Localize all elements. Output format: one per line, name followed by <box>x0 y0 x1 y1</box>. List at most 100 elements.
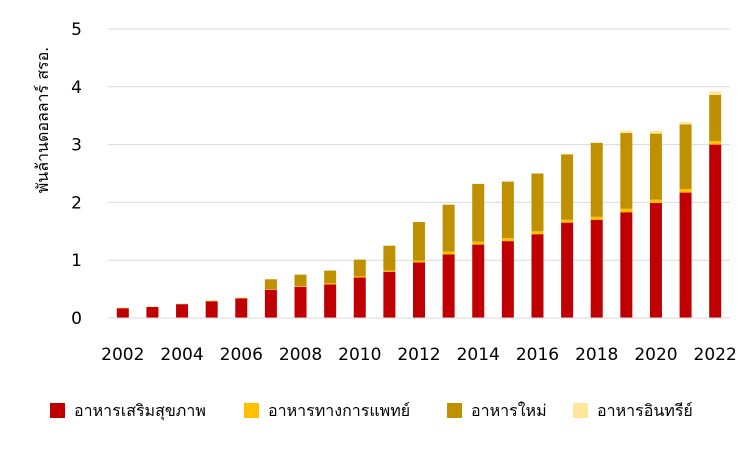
bar-segment <box>531 173 544 232</box>
bar-segment <box>472 183 485 242</box>
bar-segment <box>561 219 574 223</box>
bar-segment <box>649 130 662 134</box>
x-tick-label: 2016 <box>516 345 559 365</box>
x-tick-label: 2006 <box>220 345 263 365</box>
legend-swatch <box>244 403 259 418</box>
y-tick-label: 2 <box>71 193 82 213</box>
bar-segment <box>679 189 692 193</box>
bar-segment <box>294 286 307 318</box>
bar-segment <box>116 307 129 309</box>
bar-segment <box>590 219 603 318</box>
bar-segment <box>116 308 129 318</box>
bar-segment <box>620 130 633 134</box>
legend-swatch <box>447 403 462 418</box>
x-tick-label: 2022 <box>694 345 737 365</box>
bar-segment <box>442 251 455 255</box>
bar-segment <box>383 245 396 271</box>
bar-segment <box>264 289 277 290</box>
bar-segment <box>590 142 603 217</box>
bar-segment <box>294 274 307 287</box>
bar-segment <box>235 298 248 318</box>
bar-segment <box>235 297 248 299</box>
bar-segment <box>205 300 218 302</box>
bar-segment <box>353 276 366 278</box>
bar-segment <box>146 306 159 308</box>
x-tick-label: 2002 <box>101 345 144 365</box>
x-tick-label: 2020 <box>634 345 677 365</box>
bar-segment <box>324 284 337 318</box>
bar-segment <box>709 141 722 145</box>
bar-segment <box>442 204 455 252</box>
bar-segment <box>472 241 485 245</box>
x-tick-label: 2014 <box>457 345 500 365</box>
bar-segment <box>353 259 366 277</box>
legend-label: อาหารทางการแพทย์ <box>268 401 410 420</box>
bar-segment <box>146 307 159 318</box>
bar-segment <box>531 234 544 318</box>
bar-segment <box>324 270 337 284</box>
legend-swatch <box>573 403 588 418</box>
y-tick-label: 0 <box>71 309 82 329</box>
bar-segment <box>413 222 425 261</box>
bar-segment <box>176 303 189 305</box>
bar-segment <box>353 277 366 318</box>
bar-segment <box>324 283 337 285</box>
bar-segment <box>383 271 396 318</box>
x-tick-label: 2012 <box>397 345 440 365</box>
bar-segment <box>383 270 396 272</box>
bar-segment <box>264 279 277 290</box>
y-tick-label: 1 <box>71 251 82 271</box>
bar-segment <box>620 133 633 209</box>
bar-segment <box>501 241 514 318</box>
bar-segment <box>531 231 544 235</box>
legend: อาหารเสริมสุขภาพ อาหารทางการแพทย์ อาหารใหม… <box>50 401 693 421</box>
legend-swatch <box>50 403 65 418</box>
bar-segment <box>501 238 514 242</box>
bar-segment <box>413 262 425 318</box>
bars <box>116 91 722 318</box>
x-tick-label: 2018 <box>575 345 618 365</box>
bar-segment <box>649 202 662 318</box>
x-tick-label: 2004 <box>160 345 203 365</box>
bar-segment <box>709 94 722 142</box>
bar-segment <box>472 244 485 318</box>
legend-item: อาหารทางการแพทย์ <box>244 401 410 420</box>
y-tick-label: 3 <box>71 136 82 156</box>
bar-segment <box>205 301 218 318</box>
bar-segment <box>709 144 722 318</box>
x-tick-label: 2010 <box>338 345 381 365</box>
bar-segment <box>501 181 514 239</box>
x-axis-ticks: 2002 2004 2006 2008 2010 2012 2014 2016 2018 2020… <box>101 345 737 365</box>
bar-segment <box>561 153 574 155</box>
bar-segment <box>264 289 277 318</box>
bar-segment <box>679 122 692 125</box>
bar-segment <box>709 91 722 95</box>
bar-segment <box>561 222 574 318</box>
bar-segment <box>679 124 692 190</box>
y-tick-label: 5 <box>71 20 82 40</box>
bar-segment <box>294 286 307 287</box>
bar-segment <box>649 199 662 203</box>
bar-segment <box>413 260 425 263</box>
legend-item: อาหารใหม่ <box>447 401 547 420</box>
y-tick-label: 4 <box>71 78 82 98</box>
bar-segment <box>649 133 662 200</box>
legend-label: อาหารเสริมสุขภาพ <box>74 401 206 421</box>
legend-item: อาหารเสริมสุขภาพ <box>50 401 206 421</box>
y-axis-label: พันล้านดอลลาร์ สรอ. <box>33 47 52 194</box>
legend-label: อาหารใหม่ <box>471 401 547 420</box>
bar-segment <box>561 154 574 220</box>
bar-segment <box>442 254 455 318</box>
y-axis-ticks: 0 1 2 3 4 5 <box>71 20 82 329</box>
bar-segment <box>620 212 633 318</box>
legend-item: อาหารอินทรีย์ <box>573 401 693 420</box>
bar-segment <box>590 142 603 143</box>
bar-segment <box>620 208 633 213</box>
bar-segment <box>176 304 189 318</box>
legend-label: อาหารอินทรีย์ <box>597 401 693 420</box>
x-tick-label: 2008 <box>279 345 322 365</box>
bar-segment <box>590 216 603 220</box>
bar-segment <box>679 192 692 318</box>
